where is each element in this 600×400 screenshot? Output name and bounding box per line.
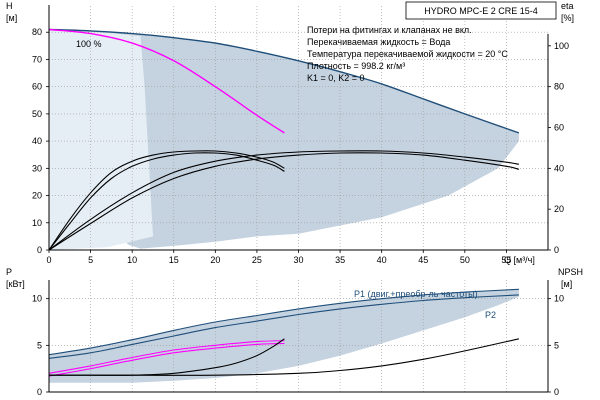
x-tick-label: 50	[460, 255, 470, 265]
y-right-label-bottom: NPSH	[558, 267, 583, 277]
x-tick-label: 5	[88, 255, 93, 265]
x-tick-label: 15	[169, 255, 179, 265]
y-right-tick-label-bottom: 5	[554, 340, 559, 350]
y-left-tick-label-top: 60	[32, 82, 42, 92]
fill-dark-region	[49, 29, 519, 250]
y-right-tick-label-top: 20	[554, 204, 564, 214]
chart-axes	[46, 5, 551, 393]
y-left-tick-label-bottom: 10	[32, 294, 42, 304]
y-left-tick-label-top: 70	[32, 54, 42, 64]
y-right-tick-label-bottom: 0	[554, 387, 559, 397]
bottom-fill-regions	[49, 289, 519, 383]
y-right-tick-label-top: 0	[554, 245, 559, 255]
speed-label: 100 %	[76, 39, 102, 49]
y-right-tick-label-bottom: 10	[554, 294, 564, 304]
curve-eta-2pumps-a	[48, 150, 520, 251]
x-tick-label: 30	[293, 255, 303, 265]
x-tick-label: 10	[127, 255, 137, 265]
x-tick-label: 55	[501, 255, 511, 265]
curve-NPSH-2pumps	[49, 338, 520, 376]
curve-eta-1pump-b	[48, 152, 285, 251]
y-left-unit-top: [м]	[6, 13, 17, 23]
note-line-3: Температура перекачиваемой жидкости = 20…	[307, 49, 508, 59]
y-left-unit-bottom: [кВт]	[6, 279, 25, 289]
title-box	[405, 1, 557, 20]
y-left-tick-label-top: 0	[37, 245, 42, 255]
y-right-tick-label-top: 100	[554, 41, 569, 51]
y-left-tick-label-top: 30	[32, 163, 42, 173]
note-line-1: Потери на фитингах и клапанах не вкл.	[307, 25, 472, 35]
p2-annotation: P2	[485, 310, 496, 320]
top-fill-regions	[49, 29, 519, 250]
x-tick-label: 20	[210, 255, 220, 265]
note-line-5: K1 = 0, K2 = 0	[307, 73, 365, 83]
y-right-label-top: eta	[561, 1, 574, 11]
chart-tick-labels: 0 5 10 15 20 25 30 35 40 45 50 55010203040506070800…	[32, 27, 569, 397]
y-left-tick-label-bottom: 0	[37, 387, 42, 397]
chart-grid	[49, 5, 548, 392]
curve-H-2pumps	[48, 28, 520, 134]
curve-eta-1pump-a	[48, 150, 285, 251]
y-right-tick-label-top: 80	[554, 82, 564, 92]
fill-light-region	[49, 29, 153, 250]
y-left-tick-label-top: 20	[32, 191, 42, 201]
y-left-label-top: H	[6, 1, 13, 11]
curve-P2-1pump	[48, 342, 285, 377]
curve-P1-1pump	[48, 340, 285, 374]
x-axis-label: Q [м³/ч]	[504, 255, 535, 265]
note-line-2: Перекачиваемая жидкость = Вода	[307, 37, 450, 47]
note-line-4: Плотность = 998.2 кг/м³	[307, 61, 405, 71]
x-tick-label: 40	[377, 255, 387, 265]
p1-annotation: P1 (двиг.+преобр-ль частоты)	[354, 289, 478, 299]
y-left-tick-label-top: 50	[32, 109, 42, 119]
curve-P2-2pumps	[48, 294, 519, 359]
x-tick-label: 45	[418, 255, 428, 265]
y-left-tick-label-top: 80	[32, 27, 42, 37]
y-left-tick-label-top: 40	[32, 136, 42, 146]
y-left-tick-label-bottom: 5	[37, 340, 42, 350]
y-right-unit-top: [%]	[561, 13, 574, 23]
curve-eta-2pumps-b	[48, 152, 520, 251]
x-tick-label: 25	[252, 255, 262, 265]
x-tick-label: 0	[46, 255, 51, 265]
y-left-tick-label-top: 10	[32, 218, 42, 228]
curve-P1-2pumps	[48, 288, 519, 356]
y-right-tick-label-top: 40	[554, 163, 564, 173]
bottom-curves	[48, 288, 520, 377]
x-tick-label: 35	[335, 255, 345, 265]
top-curves	[48, 28, 520, 251]
curve-H-1pump	[48, 28, 285, 134]
fill-power-region	[49, 289, 519, 383]
chart-title: HYDRO MPC-E 2 CRE 15-4	[424, 6, 538, 16]
y-right-tick-label-top: 60	[554, 123, 564, 133]
y-right-unit-bottom: [м]	[561, 279, 572, 289]
y-left-label-bottom: P	[6, 267, 12, 277]
